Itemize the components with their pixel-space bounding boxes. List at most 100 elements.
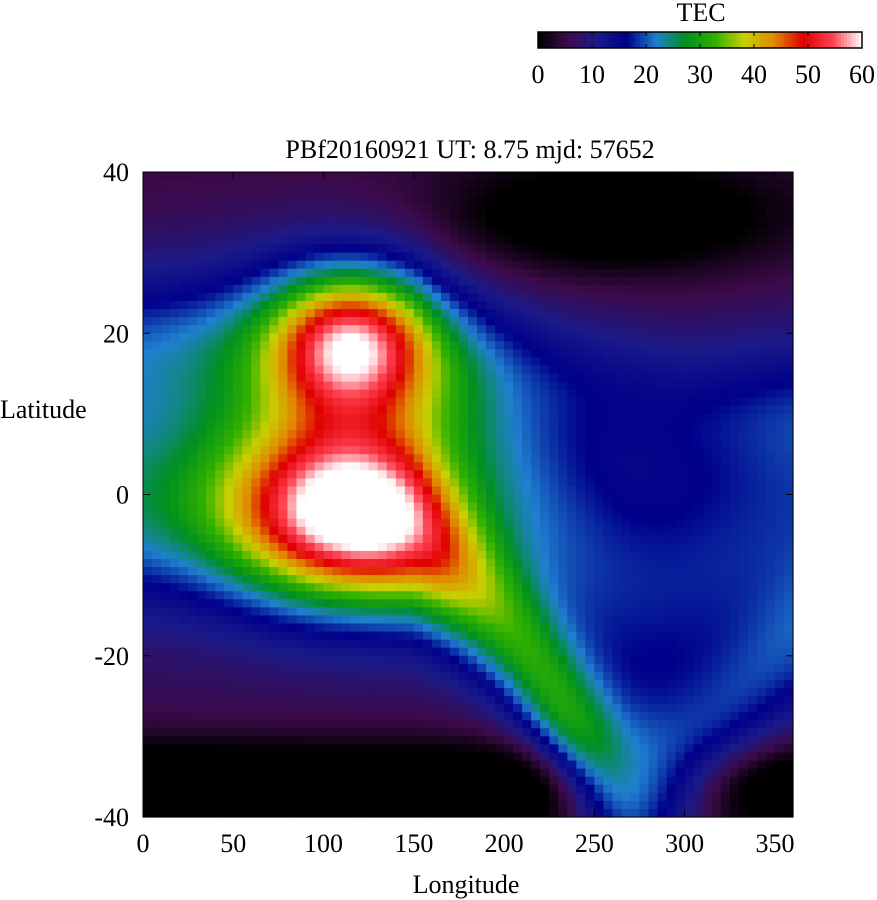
heatmap-cell: [251, 752, 261, 762]
heatmap-cell: [422, 196, 433, 205]
heatmap-cell: [161, 591, 171, 600]
heatmap-cell: [179, 550, 189, 560]
heatmap-cell: [567, 284, 577, 294]
heatmap-cell: [377, 228, 388, 238]
heatmap-cell: [449, 784, 460, 794]
heatmap-cell: [594, 478, 605, 488]
heatmap-cell: [422, 373, 433, 383]
heatmap-cell: [242, 776, 252, 786]
heatmap-cell: [440, 325, 451, 334]
heatmap-cell: [540, 478, 550, 488]
heatmap-cell: [657, 494, 668, 504]
heatmap-cell: [486, 792, 496, 802]
heatmap-cell: [296, 647, 307, 657]
heatmap-cell: [251, 688, 261, 697]
heatmap-cell: [197, 365, 207, 375]
heatmap-cell: [468, 607, 478, 617]
heatmap-cell: [314, 268, 325, 278]
heatmap-cell: [567, 381, 577, 391]
heatmap-cell: [477, 196, 487, 205]
heatmap-cell: [657, 534, 668, 544]
heatmap-cell: [377, 373, 388, 383]
heatmap-cell: [468, 204, 478, 213]
heatmap-cell: [639, 615, 650, 625]
heatmap-cell: [368, 494, 379, 504]
heatmap-cell: [296, 800, 307, 810]
heatmap-cell: [143, 728, 153, 737]
heatmap-cell: [350, 292, 361, 302]
heatmap-cell: [486, 615, 496, 625]
heatmap-cell: [197, 575, 207, 584]
heatmap-cell: [161, 446, 171, 455]
heatmap-cell: [648, 389, 659, 399]
heatmap-cell: [413, 325, 424, 334]
heatmap-cell: [341, 405, 352, 415]
heatmap-cell: [440, 421, 451, 431]
heatmap-cell: [522, 188, 532, 197]
heatmap-cell: [233, 430, 243, 439]
heatmap-cell: [404, 365, 415, 375]
heatmap-cell: [648, 438, 659, 447]
heatmap-cell: [377, 655, 388, 665]
heatmap-cell: [675, 462, 686, 471]
heatmap-cell: [576, 438, 586, 447]
heatmap-cell: [350, 268, 361, 278]
heatmap-cell: [215, 220, 225, 230]
heatmap-cell: [630, 720, 641, 729]
heatmap-cell: [143, 430, 153, 439]
heatmap-cell: [585, 760, 595, 770]
heatmap-cell: [639, 228, 650, 238]
heatmap-cell: [278, 478, 289, 488]
heatmap-cell: [684, 341, 695, 350]
heatmap-cell: [540, 550, 550, 560]
heatmap-cell: [504, 655, 514, 665]
heatmap-cell: [558, 349, 568, 359]
heatmap-cell: [278, 583, 289, 592]
heatmap-cell: [468, 244, 478, 254]
heatmap-cell: [513, 591, 523, 600]
heatmap-cell: [513, 212, 523, 221]
heatmap-cell: [603, 776, 614, 786]
heatmap-cell: [350, 494, 361, 504]
heatmap-cell: [332, 462, 343, 471]
heatmap-cell: [350, 421, 361, 431]
heatmap-cell: [675, 720, 686, 729]
heatmap-cell: [567, 413, 577, 423]
heatmap-cell: [287, 502, 298, 512]
heatmap-cell: [170, 639, 180, 649]
heatmap-cell: [260, 679, 270, 689]
colorbar-swatch: [856, 32, 860, 48]
heatmap-cell: [531, 744, 541, 754]
heatmap-cell: [404, 623, 415, 633]
heatmap-cell: [287, 172, 298, 181]
heatmap-cell: [612, 309, 623, 318]
heatmap-cell: [350, 276, 361, 286]
heatmap-cell: [540, 486, 550, 496]
heatmap-cell: [170, 494, 180, 504]
heatmap-cell: [603, 575, 614, 584]
colorbar-swatch: [850, 32, 854, 48]
heatmap-cell: [386, 252, 397, 262]
heatmap-cell: [287, 317, 298, 326]
heatmap-cell: [486, 446, 496, 455]
heatmap-cell: [305, 575, 316, 584]
heatmap-cell: [377, 180, 388, 189]
heatmap-cell: [359, 760, 370, 770]
heatmap-cell: [549, 607, 559, 617]
heatmap-cell: [567, 583, 577, 592]
heatmap-cell: [422, 260, 433, 270]
heatmap-cell: [332, 502, 343, 512]
heatmap-cell: [260, 534, 270, 544]
heatmap-cell: [197, 720, 207, 729]
heatmap-cell: [413, 252, 424, 262]
heatmap-cell: [522, 381, 532, 391]
heatmap-cell: [296, 252, 307, 262]
heatmap-cell: [684, 317, 695, 326]
heatmap-cell: [431, 236, 442, 246]
heatmap-cell: [675, 276, 686, 286]
heatmap-cell: [666, 188, 677, 197]
heatmap-cell: [215, 172, 225, 181]
heatmap-cell: [431, 792, 442, 802]
heatmap-cell: [477, 309, 487, 318]
heatmap-cell: [350, 792, 361, 802]
